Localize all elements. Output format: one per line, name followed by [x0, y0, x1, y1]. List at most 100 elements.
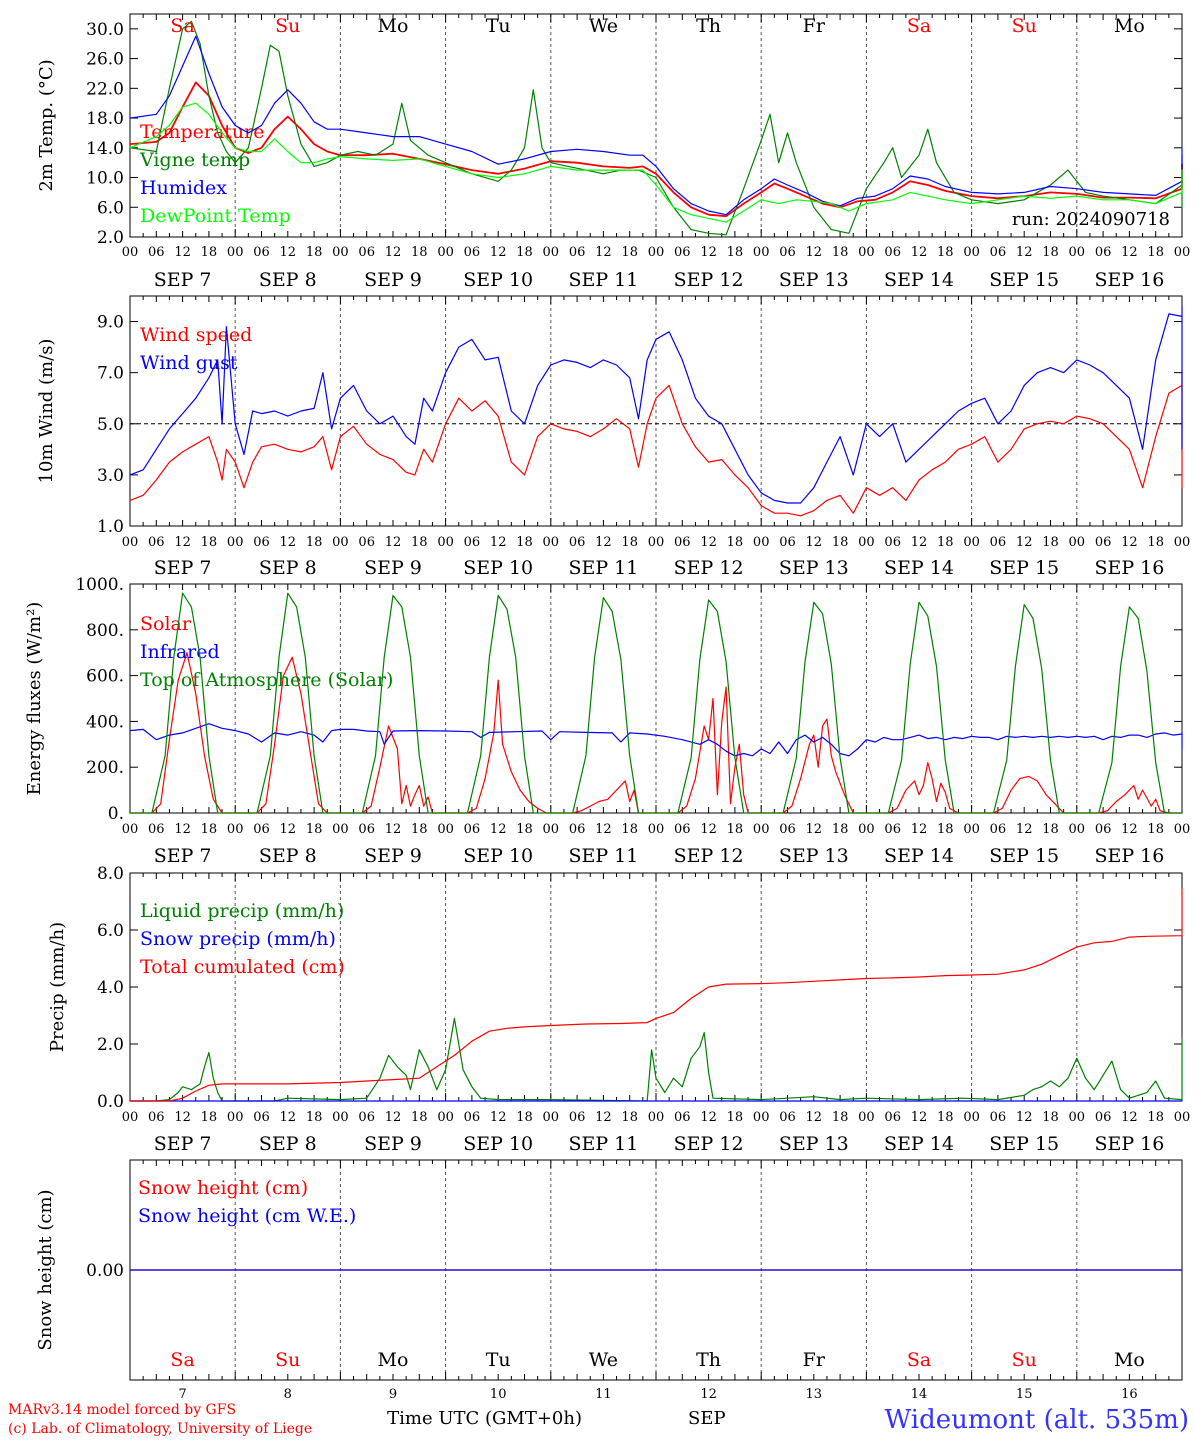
weekday-label: Th: [696, 15, 721, 37]
hour-tick-label: 18: [937, 822, 954, 837]
weekday-label: Mo: [1114, 1349, 1145, 1371]
hour-tick-label: 12: [174, 1110, 191, 1125]
hour-tick-label: 06: [253, 1110, 270, 1125]
hour-tick-label: 00: [963, 245, 980, 260]
date-label: SEP 10: [463, 557, 533, 579]
day-number-label: 11: [595, 1387, 612, 1402]
day-number-label: 7: [178, 1387, 186, 1402]
hour-tick-label: 00: [1069, 245, 1086, 260]
date-label: SEP 11: [568, 557, 638, 579]
weekday-label: Su: [275, 1349, 300, 1371]
date-label: SEP 15: [989, 269, 1059, 291]
y-tick-label: 1.0: [97, 517, 124, 537]
hour-tick-label: 00: [122, 535, 139, 550]
date-label: SEP 9: [364, 557, 422, 579]
hour-tick-label: 06: [1095, 1110, 1112, 1125]
run-label: run: 2024090718: [1012, 209, 1170, 230]
hour-tick-label: 12: [806, 245, 823, 260]
panel-2: 1.0 3.0 5.0 7.0 9.0 10m Wind (m/s) Wind speed W…: [36, 295, 1191, 579]
legend-series-liquid-precip-mm-h: Liquid precip (mm/h): [140, 900, 344, 922]
hour-tick-label: 00: [332, 1110, 349, 1125]
hour-tick-label: 00: [227, 535, 244, 550]
hour-tick-label: 12: [1121, 535, 1138, 550]
hour-tick-label: 12: [595, 245, 612, 260]
hour-tick-label: 00: [543, 535, 560, 550]
y-tick-label: 14.0: [86, 139, 124, 159]
day-number-label: 15: [1016, 1387, 1033, 1402]
hour-tick-label: 00: [122, 822, 139, 837]
hour-tick-label: 00: [543, 822, 560, 837]
day-number-label: 8: [284, 1387, 292, 1402]
hour-tick-label: 06: [358, 245, 375, 260]
y-axis-label: Snow height (cm): [35, 1189, 56, 1350]
hour-tick-label: 00: [1069, 1110, 1086, 1125]
legend-series-top-of-atmosphere-solar: Top of Atmosphere (Solar): [140, 669, 393, 691]
legend-series-infrared: Infrared: [140, 641, 220, 663]
hour-tick-label: 18: [621, 1110, 638, 1125]
weekday-label: Sa: [907, 1349, 931, 1371]
date-label: SEP 11: [568, 845, 638, 867]
weekday-label: Sa: [907, 15, 931, 37]
hour-tick-label: 12: [280, 822, 297, 837]
date-label: SEP 9: [364, 845, 422, 867]
legend-series-humidex: Humidex: [140, 177, 227, 199]
date-label: SEP 11: [568, 269, 638, 291]
day-number-label: 10: [490, 1387, 507, 1402]
date-label: SEP 13: [779, 1133, 849, 1155]
date-label: SEP 16: [1094, 269, 1164, 291]
hour-tick-label: 00: [543, 245, 560, 260]
hour-tick-label: 18: [1147, 535, 1164, 550]
hour-tick-label: 12: [911, 535, 928, 550]
hour-tick-label: 18: [516, 1110, 533, 1125]
hour-tick-label: 06: [990, 1110, 1007, 1125]
hour-tick-label: 00: [753, 822, 770, 837]
hour-tick-label: 18: [937, 535, 954, 550]
hour-tick-label: 12: [490, 1110, 507, 1125]
date-label: SEP 9: [364, 1133, 422, 1155]
hour-tick-label: 06: [884, 822, 901, 837]
hour-tick-label: 06: [674, 535, 691, 550]
hour-tick-label: 00: [648, 535, 665, 550]
hour-tick-label: 06: [569, 1110, 586, 1125]
hour-tick-label: 18: [1042, 245, 1059, 260]
legend-series-temperature: Temperature: [140, 121, 264, 143]
hour-tick-label: 12: [806, 1110, 823, 1125]
hour-tick-label: 06: [569, 535, 586, 550]
date-label: SEP 14: [884, 845, 954, 867]
weekday-label: Su: [275, 15, 300, 37]
hour-tick-label: 00: [1174, 245, 1191, 260]
hour-tick-label: 18: [201, 1110, 218, 1125]
hour-tick-label: 18: [411, 535, 428, 550]
y-tick-label: 0.00: [86, 1261, 124, 1281]
hour-tick-label: 18: [201, 245, 218, 260]
hour-tick-label: 18: [306, 1110, 323, 1125]
y-tick-label: 800.: [86, 621, 124, 641]
date-label: SEP 10: [463, 1133, 533, 1155]
hour-tick-label: 06: [464, 1110, 481, 1125]
x-axis-title: Time UTC (GMT+0h): [387, 1408, 582, 1429]
hour-tick-label: 06: [253, 822, 270, 837]
legend-series-wind-gust: Wind gust: [140, 352, 238, 374]
hour-tick-label: 00: [1174, 535, 1191, 550]
date-label: SEP 13: [779, 845, 849, 867]
y-tick-label: 0.0: [97, 1092, 124, 1112]
date-label: SEP 13: [779, 269, 849, 291]
weekday-label: Mo: [1114, 15, 1145, 37]
hour-tick-label: 06: [148, 1110, 165, 1125]
hour-tick-label: 18: [201, 535, 218, 550]
hour-tick-label: 18: [621, 535, 638, 550]
hour-tick-label: 12: [806, 535, 823, 550]
hour-tick-label: 00: [753, 245, 770, 260]
y-tick-label: 22.0: [86, 79, 124, 99]
y-tick-label: 400.: [86, 712, 124, 732]
date-label: SEP 12: [674, 557, 744, 579]
hour-tick-label: 12: [385, 245, 402, 260]
panel-3: 0. 200. 400. 600. 800. 1000. Energy fluxes (W/…: [24, 575, 1190, 867]
hour-tick-label: 00: [1069, 822, 1086, 837]
y-tick-label: 26.0: [86, 50, 124, 70]
hour-tick-label: 12: [174, 535, 191, 550]
y-tick-label: 7.0: [97, 364, 124, 384]
y-axis-label: Precip (mm/h): [47, 922, 68, 1052]
hour-tick-label: 00: [753, 535, 770, 550]
hour-tick-label: 06: [674, 1110, 691, 1125]
